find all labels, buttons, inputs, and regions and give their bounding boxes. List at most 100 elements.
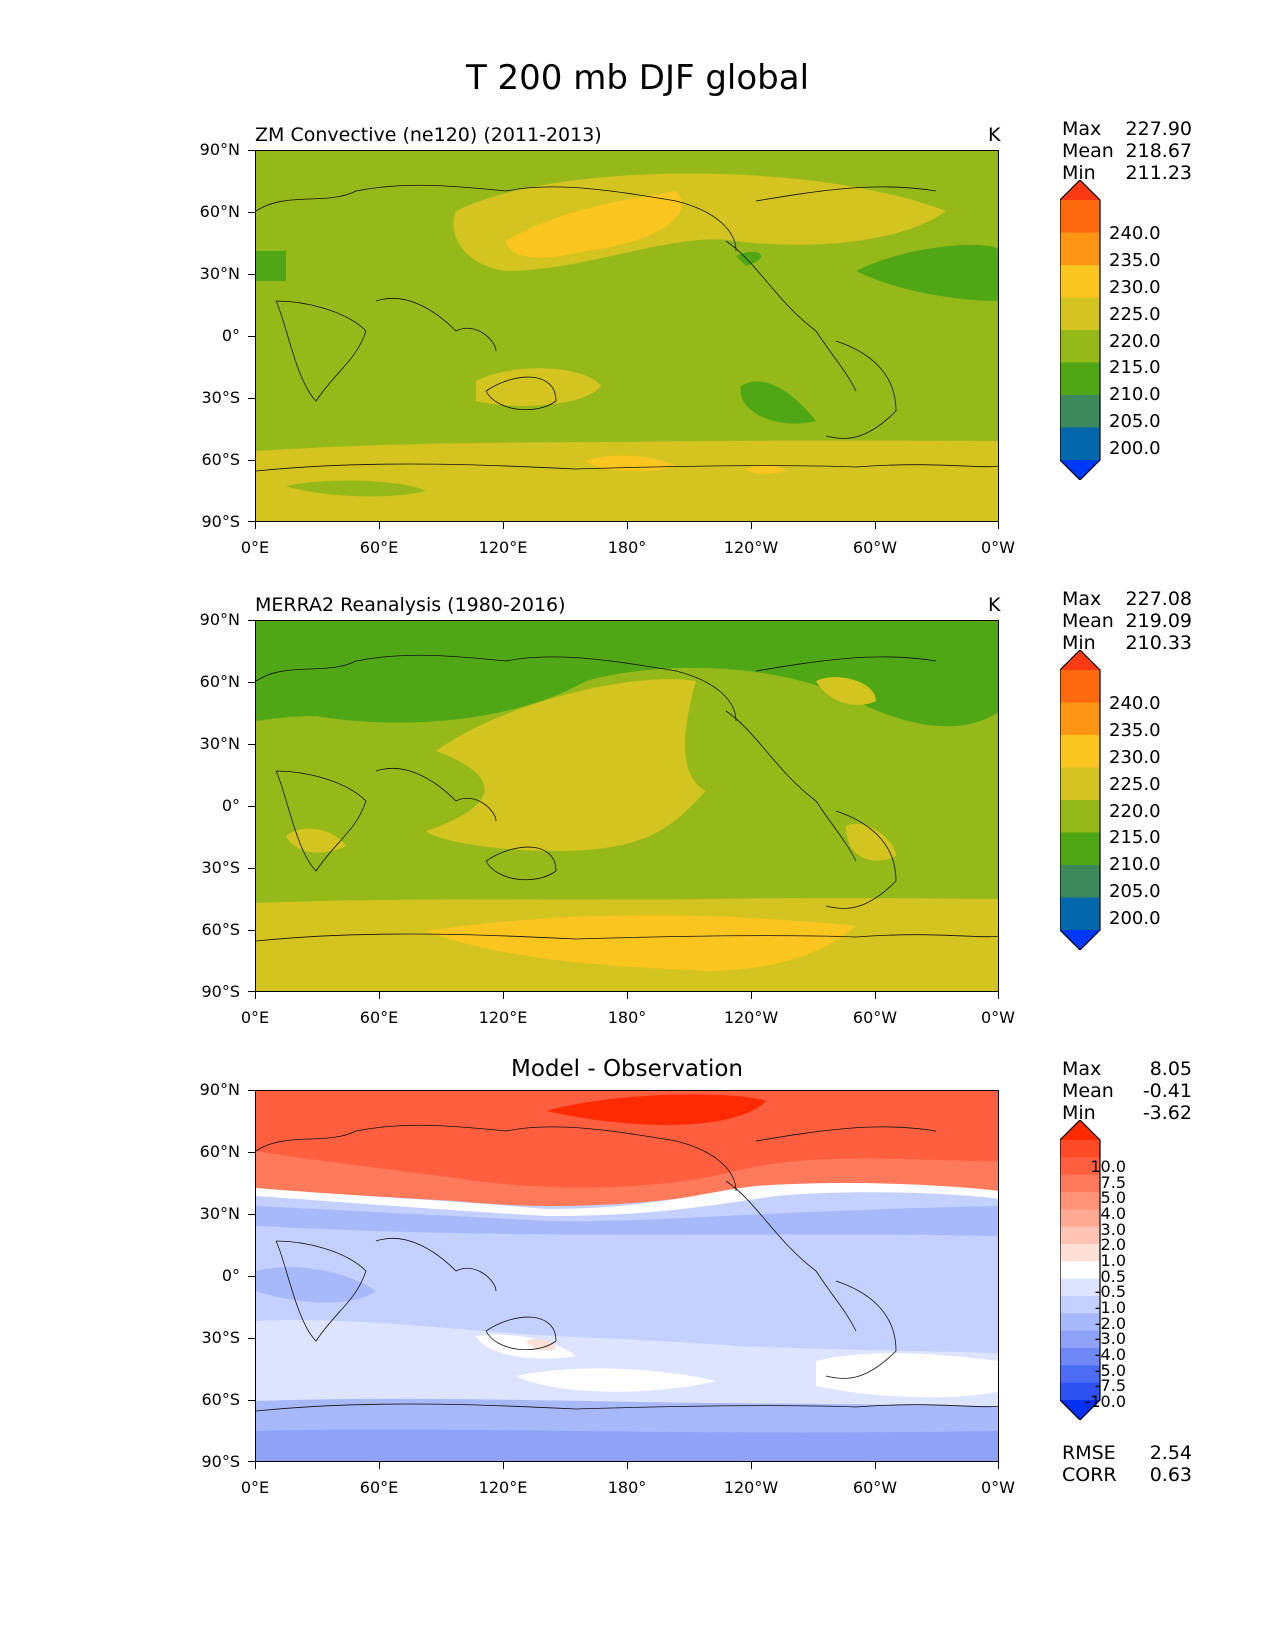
lat-tick bbox=[248, 212, 255, 213]
colorbar-label: 235.0 bbox=[1109, 720, 1161, 741]
colorbar-segment bbox=[1060, 767, 1100, 801]
colorbar-segment bbox=[1060, 1400, 1100, 1420]
lon-label-180: 180° bbox=[607, 1478, 647, 1497]
lon-tick bbox=[255, 992, 256, 999]
lat-label-60n: 60°N bbox=[199, 202, 240, 221]
lat-tick bbox=[248, 150, 255, 151]
colorbar-label: 210.0 bbox=[1109, 854, 1161, 875]
lon-label-60e: 60°E bbox=[359, 1478, 399, 1497]
colorbar-segment bbox=[1060, 650, 1100, 670]
stat-label: Max bbox=[1062, 1058, 1102, 1080]
lon-tick bbox=[503, 992, 504, 999]
colorbar-label: 210.0 bbox=[1109, 384, 1161, 405]
colorbar-segment bbox=[1060, 1382, 1100, 1401]
lat-tick bbox=[248, 274, 255, 275]
stat-value: 227.08 bbox=[1125, 588, 1192, 610]
lon-tick bbox=[379, 522, 380, 529]
colorbar-label: -5.0 bbox=[1094, 1361, 1126, 1380]
colorbar-label: 235.0 bbox=[1109, 250, 1161, 271]
lon-tick bbox=[875, 992, 876, 999]
stat-value: 210.33 bbox=[1125, 632, 1192, 654]
lon-label-120e: 120°E bbox=[478, 1008, 528, 1027]
colorbar-label: 225.0 bbox=[1109, 304, 1161, 325]
lat-label-60n: 60°N bbox=[199, 672, 240, 691]
colorbar-segment bbox=[1060, 200, 1100, 233]
lon-label-120e: 120°E bbox=[478, 1478, 528, 1497]
lat-label-30n: 30°N bbox=[199, 1204, 240, 1223]
stats-box: Max 227.90 Mean 218.67 Min 211.23 bbox=[1062, 118, 1192, 184]
lat-tick bbox=[248, 991, 255, 992]
stat-label: Max bbox=[1062, 588, 1102, 610]
lon-tick bbox=[875, 522, 876, 529]
colorbar-segment bbox=[1060, 460, 1100, 480]
lon-tick bbox=[875, 1462, 876, 1469]
lon-label-0w: 0°W bbox=[981, 538, 1015, 557]
colorbar-segment bbox=[1060, 232, 1100, 266]
colorbar bbox=[1060, 180, 1101, 480]
lon-tick bbox=[998, 1462, 999, 1469]
stat-value: 219.09 bbox=[1125, 610, 1192, 632]
corr-value: 0.63 bbox=[1149, 1464, 1192, 1486]
colorbar-segment bbox=[1060, 330, 1100, 363]
colorbar-label: 205.0 bbox=[1109, 881, 1161, 902]
panel-title: MERRA2 Reanalysis (1980-2016) bbox=[255, 594, 566, 616]
colorbar-outline bbox=[1060, 180, 1101, 480]
stat-label: Min bbox=[1062, 632, 1096, 654]
colorbar-segment bbox=[1060, 297, 1100, 331]
lon-tick bbox=[998, 522, 999, 529]
lon-tick bbox=[998, 992, 999, 999]
colorbar-segment bbox=[1060, 1209, 1100, 1228]
colorbar-segment bbox=[1060, 800, 1100, 833]
rmse-label: RMSE bbox=[1062, 1442, 1116, 1464]
lon-tick bbox=[379, 992, 380, 999]
colorbar-segment bbox=[1060, 930, 1100, 950]
stat-label: Mean bbox=[1062, 610, 1114, 632]
panel-model: ZM Convective (ne120) (2011-2013) K bbox=[0, 118, 1275, 588]
colorbar-label: 4.0 bbox=[1100, 1204, 1126, 1223]
panel-obs: MERRA2 Reanalysis (1980-2016) K 90°N bbox=[0, 588, 1275, 1058]
colorbar-segment bbox=[1060, 180, 1100, 200]
units-label: K bbox=[988, 594, 1001, 616]
lon-tick bbox=[255, 522, 256, 529]
lat-label-30s: 30°S bbox=[201, 388, 240, 407]
colorbar-segment bbox=[1060, 395, 1100, 428]
colorbar-label: 230.0 bbox=[1109, 747, 1161, 768]
lon-tick bbox=[627, 1462, 628, 1469]
colorbar-outline bbox=[1060, 1120, 1101, 1420]
colorbar-segment bbox=[1060, 735, 1100, 768]
lat-label-90n: 90°N bbox=[199, 140, 240, 159]
colorbar-label: 0.5 bbox=[1100, 1267, 1126, 1286]
colorbar-segment bbox=[1060, 1330, 1100, 1349]
lat-label-0: 0° bbox=[221, 326, 240, 345]
lat-tick bbox=[248, 398, 255, 399]
stat-value: 8.05 bbox=[1149, 1058, 1192, 1080]
lon-label-60e: 60°E bbox=[359, 1008, 399, 1027]
colorbar-label: 3.0 bbox=[1100, 1220, 1126, 1239]
lat-tick bbox=[248, 1400, 255, 1401]
lat-label-90s: 90°S bbox=[201, 982, 240, 1001]
lat-tick bbox=[248, 930, 255, 931]
lon-label-0e: 0°E bbox=[240, 538, 270, 557]
colorbar-label: -1.0 bbox=[1094, 1298, 1126, 1317]
colorbar-label: 240.0 bbox=[1109, 693, 1161, 714]
colorbar-label: 200.0 bbox=[1109, 438, 1161, 459]
lon-label-180: 180° bbox=[607, 538, 647, 557]
colorbar-segment bbox=[1060, 1261, 1100, 1280]
colorbar-segment bbox=[1060, 1120, 1100, 1140]
lon-label-60e: 60°E bbox=[359, 538, 399, 557]
lat-label-90s: 90°S bbox=[201, 1452, 240, 1471]
stat-label: Mean bbox=[1062, 140, 1114, 162]
colorbar-segment bbox=[1060, 265, 1100, 298]
stat-label: Max bbox=[1062, 118, 1102, 140]
colorbar-segment bbox=[1060, 1192, 1100, 1210]
colorbar-label: -2.0 bbox=[1094, 1314, 1126, 1333]
colorbar-segment bbox=[1060, 1278, 1100, 1297]
colorbar-segment bbox=[1060, 865, 1100, 898]
colorbar-segment bbox=[1060, 1244, 1100, 1262]
colorbar-label: 7.5 bbox=[1100, 1173, 1126, 1192]
colorbar-segment bbox=[1060, 1313, 1100, 1332]
lat-label-30n: 30°N bbox=[199, 264, 240, 283]
lon-tick bbox=[751, 522, 752, 529]
lon-tick bbox=[627, 522, 628, 529]
colorbar-segment bbox=[1060, 897, 1100, 931]
